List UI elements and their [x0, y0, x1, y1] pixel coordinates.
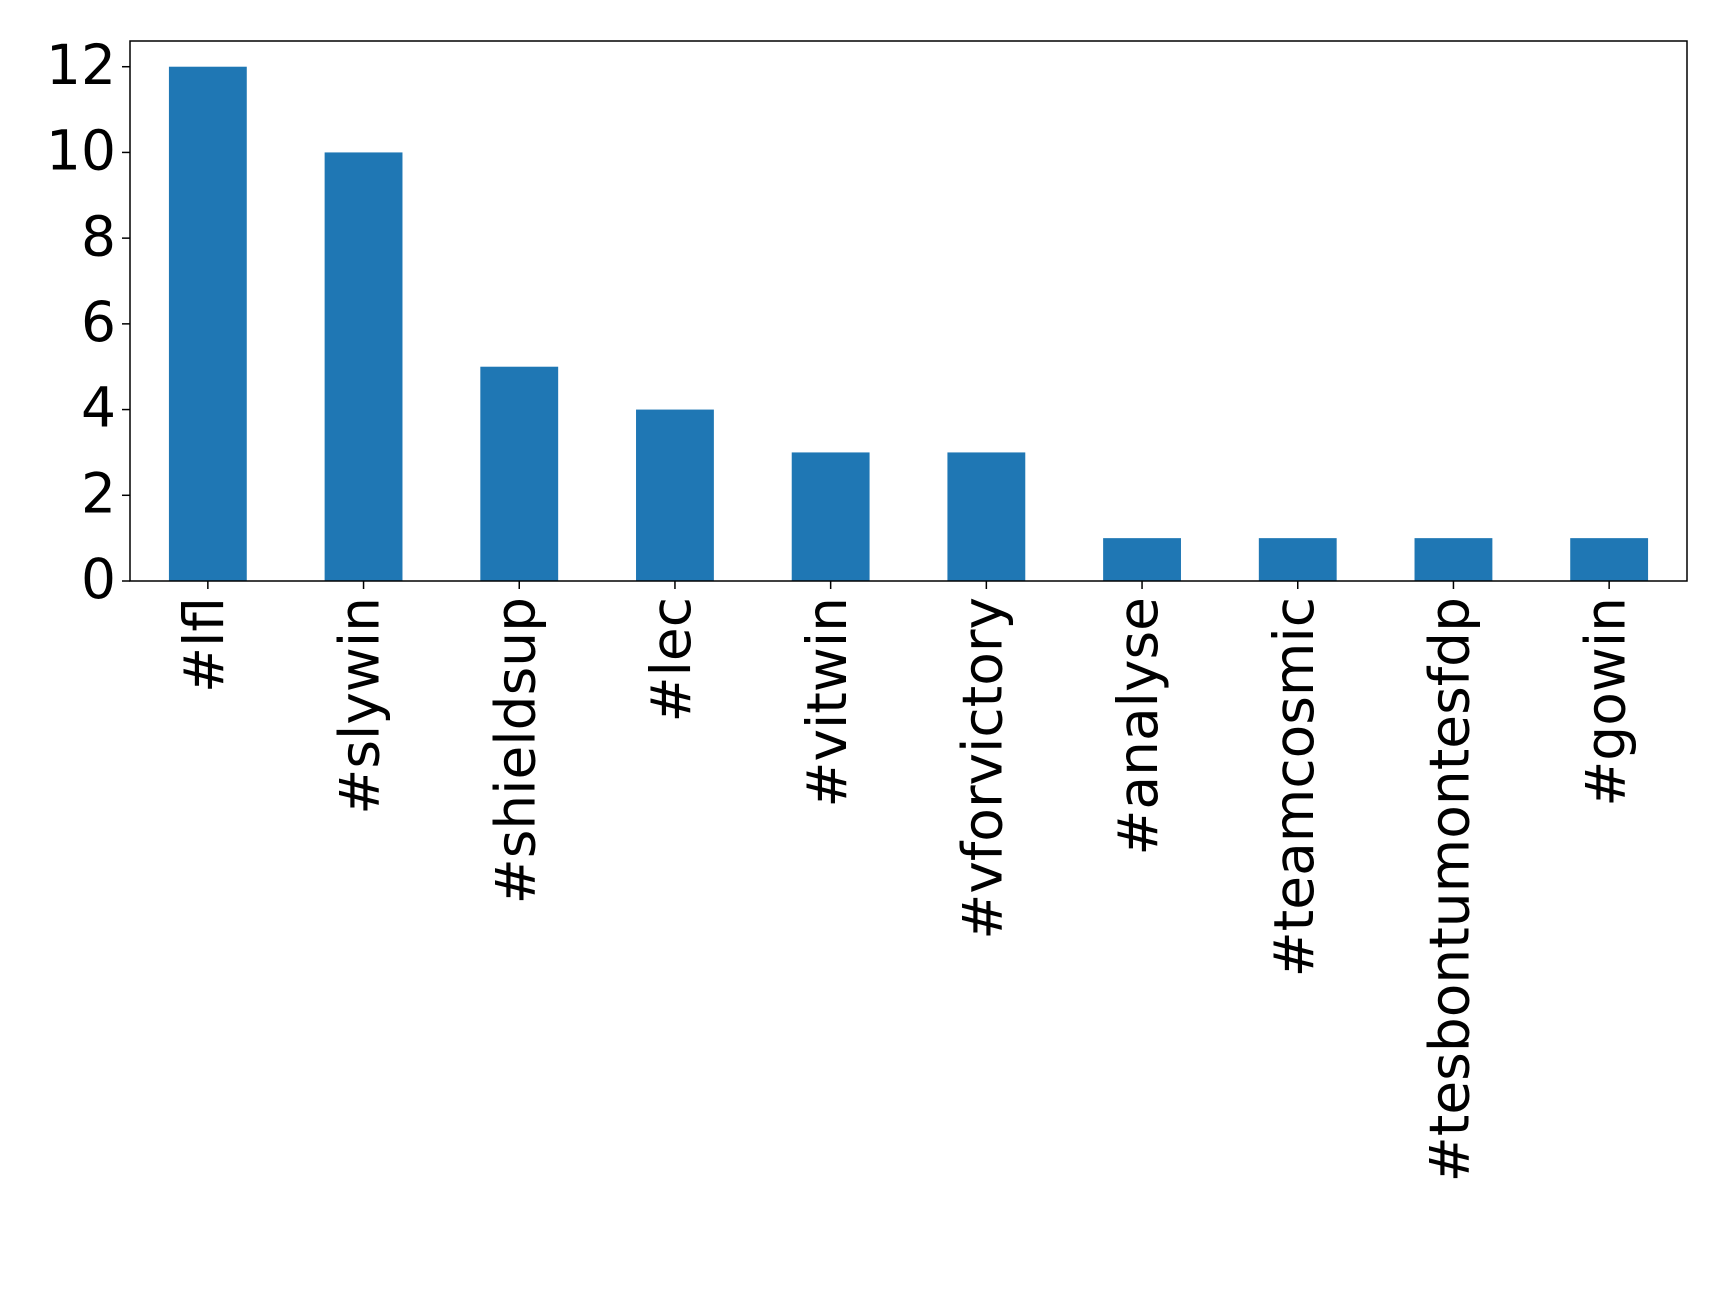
x-tick-label: #analyse [1106, 597, 1170, 856]
bar [947, 452, 1026, 581]
bar [791, 452, 870, 581]
x-tick-label: #lfl [172, 597, 236, 693]
y-tick-label: 6 [81, 290, 116, 354]
bar [480, 366, 559, 581]
x-tick-label: #tesbontumontesfdp [1418, 597, 1482, 1182]
bar [1258, 538, 1337, 581]
bar [324, 152, 403, 581]
y-tick-label: 12 [46, 33, 116, 97]
x-tick-label: #gowin [1573, 597, 1637, 807]
y-tick-label: 2 [81, 461, 116, 525]
bar [168, 66, 247, 581]
x-tick-label: #teamcosmic [1262, 597, 1326, 977]
y-tick-label: 4 [81, 376, 116, 440]
y-tick-label: 8 [81, 204, 116, 268]
x-tick-label: #vitwin [795, 597, 859, 808]
bar [1570, 538, 1649, 581]
x-tick-label: #lec [639, 597, 703, 722]
x-tick-label: #slywin [328, 597, 392, 815]
x-tick-label: #shieldsup [483, 597, 547, 904]
y-tick-label: 10 [46, 119, 116, 183]
plot-frame [129, 40, 1688, 582]
x-tick-label: #vforvictory [950, 597, 1014, 940]
bar [636, 409, 714, 581]
bar [1414, 538, 1493, 581]
bar [1103, 538, 1181, 581]
y-tick-label: 0 [81, 547, 116, 611]
